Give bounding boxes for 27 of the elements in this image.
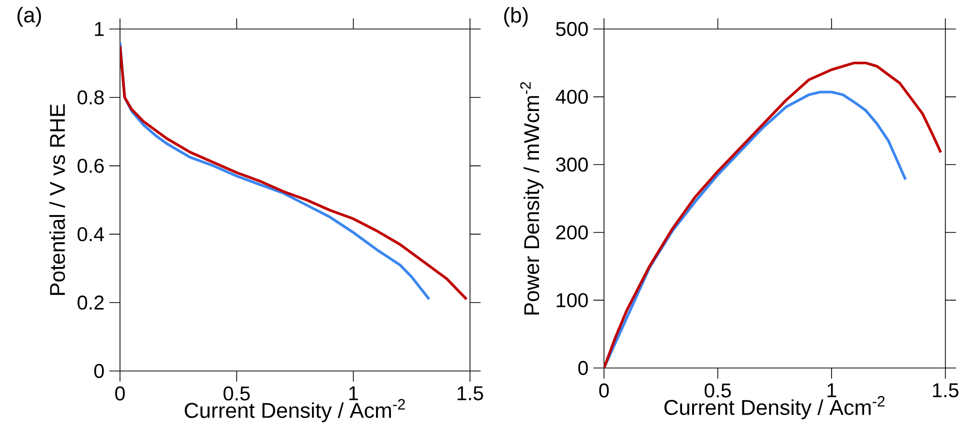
y-axis-title: Power Density / mWcm$^{-2}$ <box>520 82 544 315</box>
y-tick-label: 300 <box>556 158 588 172</box>
y-tick-label: 0.2 <box>78 296 104 310</box>
x-tick-label: 0 <box>599 383 609 398</box>
x-axis-title: Current Density / Acm$^{-2}$ <box>184 399 405 422</box>
y-tick-label: 0 <box>578 360 588 376</box>
y-axis-title: Potential / V vs RHE <box>49 104 65 295</box>
y-tick-label: 200 <box>556 225 588 240</box>
x-tick-label: 1.5 <box>458 386 484 400</box>
x-tick-label: 1 <box>349 386 358 400</box>
x-axis-title: Current Density / Acm$^{-2}$ <box>664 396 885 420</box>
y-tick-label: 500 <box>556 22 588 36</box>
y-tick-label: 400 <box>556 90 588 104</box>
y-tick-label: 0.8 <box>78 90 104 104</box>
chart-title: (a) <box>18 6 41 27</box>
line-series <box>604 62 942 368</box>
x-tick-label: 1 <box>828 383 836 398</box>
x-tick-label: 0.5 <box>224 386 250 401</box>
y-tick-label: 0 <box>94 364 104 378</box>
y-tick-label: 100 <box>556 293 588 308</box>
x-tick-label: 0.5 <box>704 383 731 398</box>
y-tick-label: 0.6 <box>78 158 104 173</box>
y-tick-label: 1 <box>95 22 104 36</box>
y-tick-label: 0.4 <box>78 227 104 242</box>
chart-title: (b) <box>504 7 528 27</box>
x-tick-label: 0 <box>115 386 125 401</box>
x-tick-label: 1.5 <box>932 383 958 398</box>
